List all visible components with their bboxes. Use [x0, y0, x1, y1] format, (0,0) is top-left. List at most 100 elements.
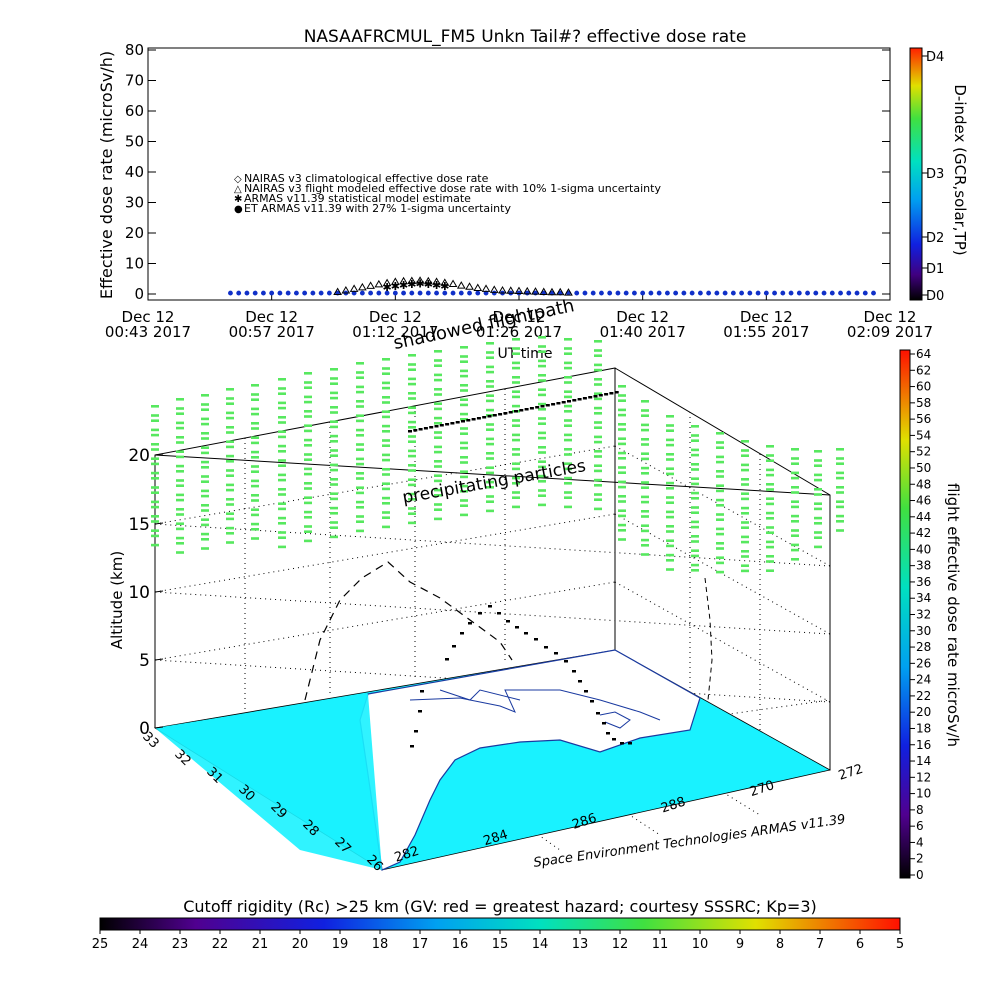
particle-dot [201, 394, 209, 397]
particle-dot [538, 402, 546, 406]
particle-dot [766, 502, 774, 506]
particle-dot [618, 471, 626, 474]
particle-dot [330, 526, 338, 529]
particle-dot [151, 491, 159, 494]
particle-dot [226, 517, 234, 521]
particle-dot [304, 496, 312, 499]
particle-dot [382, 511, 390, 514]
flightpath-point [614, 391, 619, 394]
lon-tick-label: 270 [748, 778, 776, 800]
particle-dot [691, 511, 699, 514]
particle-dot [356, 472, 364, 475]
flightpath-point [468, 622, 472, 625]
particle-dot [641, 495, 649, 499]
particle-dot [408, 449, 416, 453]
particle-dot [618, 408, 626, 412]
y-tick-label: 40 [125, 163, 144, 181]
particle-dot [330, 440, 338, 443]
particle-dot [201, 532, 209, 536]
particle-dot [304, 501, 312, 505]
point-et-armas [244, 290, 250, 296]
flightpath-point [497, 612, 501, 615]
particle-dot [691, 554, 699, 558]
particle-dot [408, 426, 416, 429]
dose-tick-label: 40 [916, 542, 931, 556]
cutoff-tick-label: 5 [896, 937, 904, 952]
particle-dot [641, 486, 649, 489]
particle-dot [486, 423, 494, 426]
particle-dot [151, 471, 159, 475]
dose-tick-label: 52 [916, 445, 931, 459]
particle-dot [434, 350, 442, 353]
particle-dot [330, 478, 338, 481]
map-left-strip [155, 694, 382, 870]
flightpath-point [482, 416, 487, 419]
particle-dot [460, 427, 468, 430]
dose-tick-label: 2 [916, 852, 924, 866]
particle-dot [741, 497, 749, 501]
particle-dot [176, 522, 184, 525]
lon-tick-label: 272 [837, 762, 865, 784]
particle-dot [716, 556, 724, 559]
flightpath-point [604, 393, 609, 396]
particle-dot [382, 458, 390, 462]
particle-dot [716, 432, 724, 435]
particle-dot [201, 437, 209, 440]
particle-dot [278, 464, 286, 467]
particle-dot [251, 422, 259, 425]
particle-dot [594, 383, 602, 386]
particle-dot [278, 392, 286, 395]
particle-dot [666, 568, 674, 571]
cutoff-tick-label: 23 [172, 937, 189, 952]
particle-dot [641, 553, 649, 556]
flightpath-point [561, 401, 566, 404]
point-et-armas [838, 290, 843, 296]
particle-dot [201, 509, 209, 512]
particle-dot [618, 480, 626, 484]
particle-dot [716, 532, 724, 536]
particle-dot [356, 362, 364, 365]
particle-dot [251, 479, 259, 483]
particle-dot [486, 356, 494, 359]
particle-dot [382, 525, 390, 529]
particle-dot [382, 381, 390, 385]
particle-dot [512, 419, 520, 422]
particle-dot [814, 507, 822, 511]
particle-dot [278, 478, 286, 482]
legend-label: ET ARMAS v11.39 with 27% 1-sigma uncerta… [244, 202, 511, 215]
flightpath-point [478, 612, 482, 615]
flightpath-point [612, 738, 616, 741]
longitude-ticks: 282 284 286 288 270 272 [393, 762, 865, 866]
point-et-armas [772, 290, 777, 296]
dose-tick-label: 54 [916, 428, 931, 442]
point-nairas-flight [341, 285, 351, 294]
particle-dot [226, 503, 234, 506]
particle-dot [278, 416, 286, 419]
particle-dot [564, 366, 572, 370]
particle-dot [814, 464, 822, 467]
particle-dot [151, 448, 159, 451]
cutoff-tick-label: 19 [332, 937, 349, 952]
particle-dot [766, 560, 774, 563]
particle-dot [564, 505, 572, 509]
point-et-armas [236, 290, 242, 296]
flightpath-point [524, 632, 528, 635]
particle-dot [176, 398, 184, 401]
particle-dot [434, 416, 442, 420]
chart-title: NASAAFRCMUL_FM5 Unkn Tail#? effective do… [304, 27, 747, 47]
particle-dot [226, 397, 234, 400]
particle-dot [691, 535, 699, 538]
particle-dot [741, 463, 749, 467]
point-et-armas [376, 290, 382, 296]
particle-dot [666, 438, 674, 442]
particle-dot [641, 524, 649, 527]
particle-dot [538, 451, 546, 454]
dose-colorbar-label: flight effective dose rate microSv/h [944, 483, 962, 747]
particle-dot [278, 430, 286, 433]
point-nairas-flight [547, 287, 557, 296]
legend-label: ARMAS v11.39 statistical model estimate [244, 192, 471, 205]
particle-dot [594, 349, 602, 352]
z-tick-mark [154, 726, 164, 729]
particle-dot [408, 521, 416, 525]
